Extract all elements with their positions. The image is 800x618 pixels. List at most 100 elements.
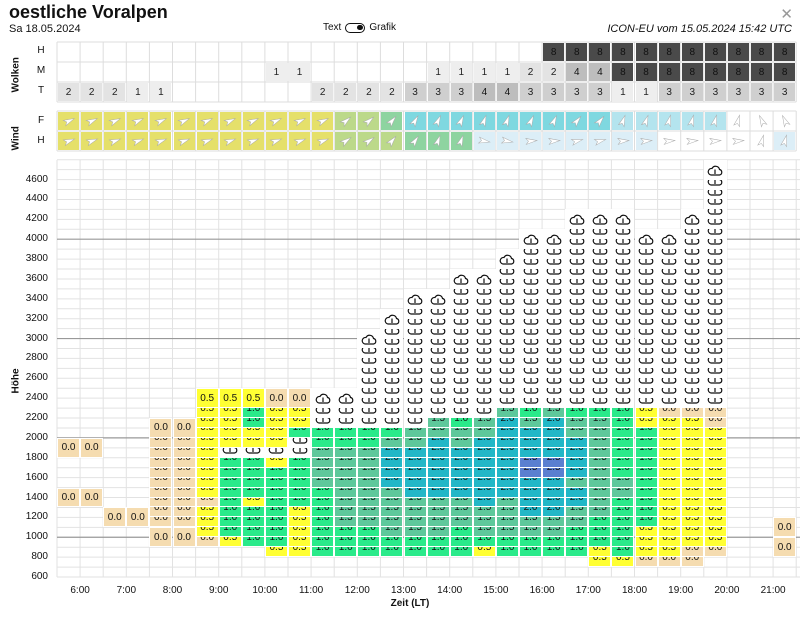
wind-arrow-icon xyxy=(62,138,76,147)
wind-arrow-icon xyxy=(524,138,538,145)
climb-rate-cell: 0.0 xyxy=(80,437,104,458)
climb-rate-cell: 0.5 xyxy=(241,388,265,409)
wind-arrow-icon xyxy=(269,118,283,127)
x-tick-label: 8:00 xyxy=(162,585,183,596)
view-toggle[interactable]: Text Grafik xyxy=(323,22,396,33)
wind-arrow-icon xyxy=(177,118,191,127)
wind-arrow-icon xyxy=(547,138,561,145)
wind-arrow-icon xyxy=(593,139,607,146)
y-tick-label: 4200 xyxy=(25,213,48,225)
wind-arrow-icon xyxy=(758,114,768,128)
x-tick-label: 13:00 xyxy=(390,585,417,596)
wind-arrow-icon xyxy=(756,134,764,148)
wind-arrow-icon xyxy=(525,114,534,128)
forecast-date: Sa 18.05.2024 xyxy=(9,23,81,35)
page-title: oestliche Voralpen xyxy=(9,2,168,22)
wind-arrow-cell xyxy=(704,131,727,151)
close-icon[interactable]: ✕ xyxy=(780,6,793,23)
wind-arrow-icon xyxy=(709,138,723,145)
cloud-icon xyxy=(519,229,543,250)
climb-rate-cell: 0.0 xyxy=(172,418,196,438)
cloud-icon xyxy=(611,209,635,230)
wind-arrow-icon xyxy=(733,114,741,128)
wind-arrow-icon xyxy=(710,114,718,128)
wind-arrow-icon xyxy=(779,134,787,148)
wind-arrow-icon xyxy=(339,116,352,128)
wind-arrow-icon xyxy=(478,136,492,144)
wind-arrow-cell xyxy=(750,111,773,131)
wind-arrow-icon xyxy=(177,138,191,147)
y-tick-label: 2000 xyxy=(25,431,48,443)
climb-rate-cell: 0.0 xyxy=(57,437,81,458)
top-grid-lines xyxy=(56,41,797,152)
climb-rate-cell: 0.0 xyxy=(773,537,797,558)
wind-arrow-icon xyxy=(409,114,419,128)
wind-arrow-cell xyxy=(472,131,496,151)
wind-arrow-icon xyxy=(687,114,695,128)
climb-rate-cell: 0.0 xyxy=(264,388,288,409)
wind-arrow-icon xyxy=(316,138,330,147)
wind-arrow-icon xyxy=(108,138,122,147)
wind-arrow-icon xyxy=(617,114,626,128)
wind-arrow-cell xyxy=(727,111,750,131)
wind-arrow-icon xyxy=(502,114,510,128)
x-tick-label: 6:00 xyxy=(70,585,90,596)
wind-arrow-cell xyxy=(311,111,335,131)
wind-arrow-icon xyxy=(223,138,237,147)
wind-row-label-f: F xyxy=(37,115,45,126)
y-tick-label: 3000 xyxy=(25,332,48,344)
toggle-knob xyxy=(357,24,364,30)
wind-arrow-icon xyxy=(570,115,582,128)
x-tick-label: 14:00 xyxy=(437,585,463,596)
y-tick-label: 3200 xyxy=(25,312,48,324)
wind-arrow-icon xyxy=(131,138,145,147)
wind-arrow-icon xyxy=(362,137,375,148)
wind-arrow-icon xyxy=(664,114,671,128)
cloud-icon xyxy=(357,328,381,349)
y-tick-label: 1000 xyxy=(25,531,48,543)
toggle-switch[interactable] xyxy=(345,22,366,33)
wind-arrow-cell xyxy=(126,111,150,131)
wind-arrow-icon xyxy=(432,114,442,128)
y-tick-label: 3400 xyxy=(25,292,48,304)
toggle-grafik-label[interactable]: Grafik xyxy=(369,22,397,33)
climb-rate-cell: 0.0 xyxy=(126,507,150,528)
wind-arrow-icon xyxy=(408,135,420,148)
cloud-icon xyxy=(657,229,681,250)
wind-arrow-icon xyxy=(593,115,605,128)
wind-arrow-cell xyxy=(773,111,796,131)
wind-arrow-icon xyxy=(293,138,307,147)
cloud-icon xyxy=(449,269,473,289)
wind-arrow-icon xyxy=(269,138,283,147)
x-tick-label: 17:00 xyxy=(575,585,601,596)
y-tick-label: 1200 xyxy=(25,511,48,523)
wind-arrow-icon xyxy=(362,116,375,128)
wind-arrow-icon xyxy=(432,134,441,148)
x-axis-label: Zeit (LT) xyxy=(390,598,430,609)
climb-rate-cell: 0.0 xyxy=(149,527,173,548)
x-tick-label: 16:00 xyxy=(529,585,555,596)
wind-arrow-icon xyxy=(385,135,397,148)
wind-row-label-h: H xyxy=(37,135,45,146)
cloud-icon xyxy=(565,209,589,230)
wind-arrow-icon xyxy=(385,115,397,128)
y-tick-label: 4400 xyxy=(25,193,48,205)
y-tick-label: 2400 xyxy=(25,392,48,404)
x-tick-label: 18:00 xyxy=(621,585,648,596)
y-tick-label: 4000 xyxy=(25,233,48,245)
wind-arrow-icon xyxy=(570,139,584,146)
wind-arrow-icon xyxy=(61,118,75,127)
wind-arrow-icon xyxy=(455,114,465,128)
wind-arrow-icon xyxy=(663,138,677,145)
wind-arrow-icon xyxy=(479,114,487,128)
wind-arrow-icon xyxy=(316,118,329,127)
wind-arrow-icon xyxy=(246,118,260,127)
wind-arrow-icon xyxy=(640,138,653,145)
cloud-icon xyxy=(588,209,612,230)
cloud-icon xyxy=(542,229,566,250)
wind-arrow-icon xyxy=(131,118,145,127)
wind-arrow-icon xyxy=(339,137,352,148)
toggle-text-label[interactable]: Text xyxy=(323,22,342,33)
wind-arrow-icon xyxy=(108,118,122,127)
wind-arrow-icon xyxy=(200,118,214,127)
